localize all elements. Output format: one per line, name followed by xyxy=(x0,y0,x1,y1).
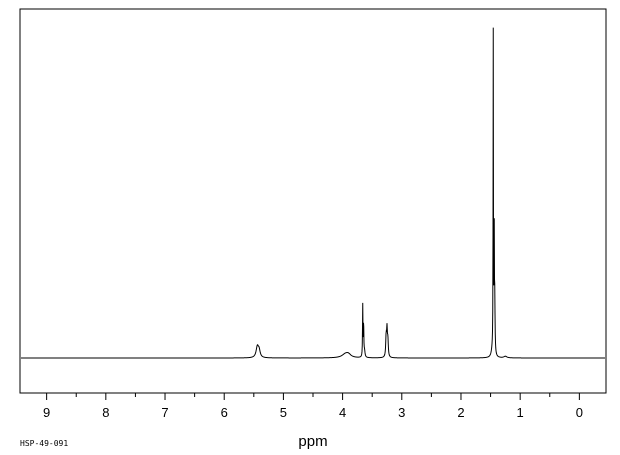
x-tick-label: 8 xyxy=(102,405,109,420)
x-tick-label: 4 xyxy=(339,405,346,420)
plot-frame xyxy=(19,8,607,394)
x-tick-label: 3 xyxy=(398,405,405,420)
x-axis-title: ppm xyxy=(298,433,327,450)
x-tick-label: 6 xyxy=(221,405,228,420)
spectrum-trace xyxy=(21,27,605,359)
x-tick-label: 0 xyxy=(576,405,583,420)
x-tick-label: 9 xyxy=(43,405,50,420)
x-axis-ticks: 9 8 7 6 5 4 3 2 1 0 xyxy=(43,393,583,420)
x-tick-label: 1 xyxy=(517,405,524,420)
x-tick-label: 5 xyxy=(280,405,287,420)
x-tick-label: 2 xyxy=(457,405,464,420)
x-tick-label: 7 xyxy=(161,405,168,420)
sample-code-label: HSP-49-091 xyxy=(20,439,68,448)
